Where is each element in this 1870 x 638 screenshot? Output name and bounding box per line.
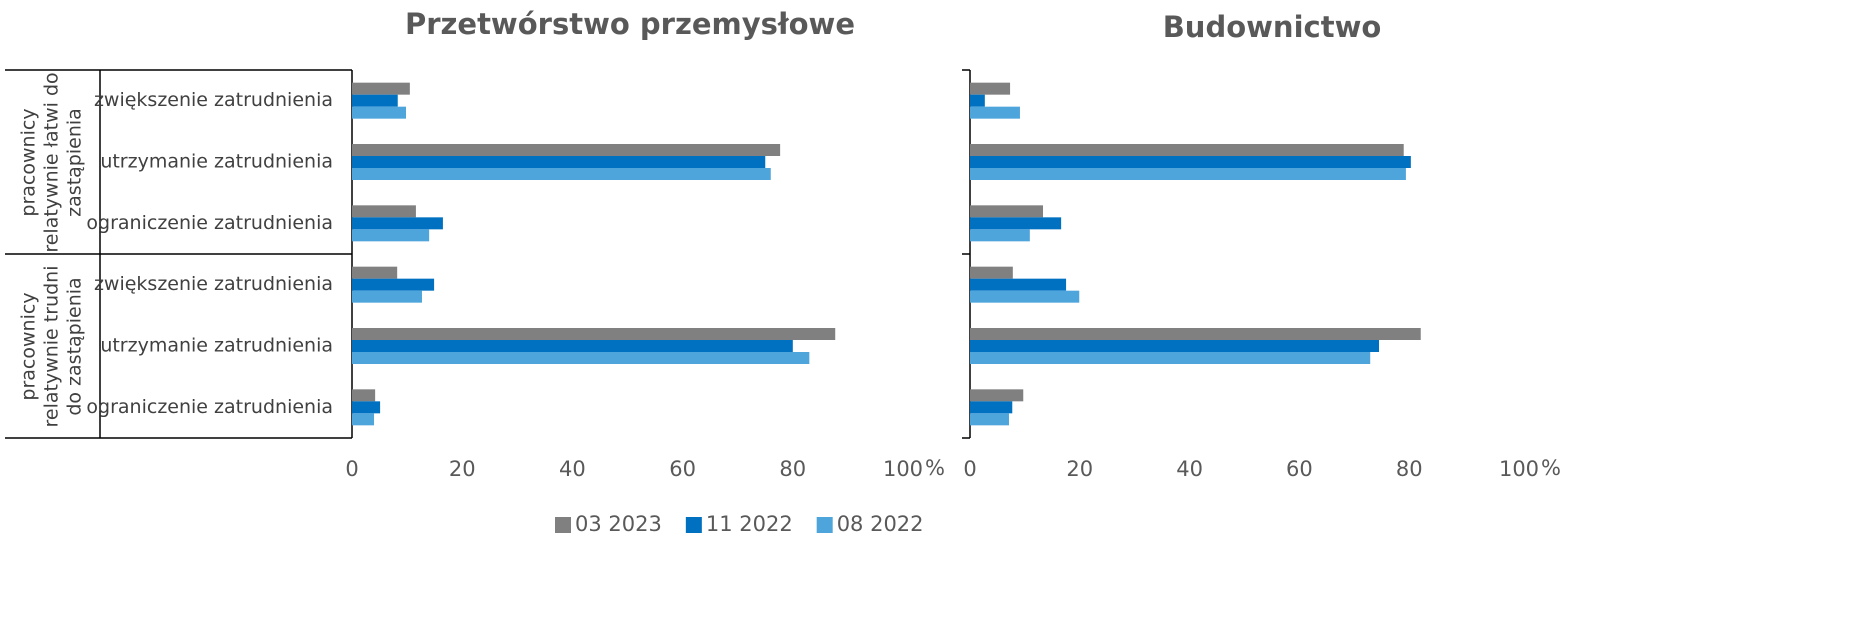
bar	[352, 278, 435, 291]
y-tick-label: zwiększenie zatrudnienia	[94, 273, 333, 295]
bar	[970, 401, 1013, 414]
bar	[352, 217, 443, 230]
x-tick-label: 80	[779, 457, 806, 481]
legend-swatch	[555, 517, 571, 533]
x-tick-label: 20	[449, 457, 476, 481]
x-tick-label: 0	[963, 457, 976, 481]
bar	[970, 340, 1380, 352]
x-tick-label: 100	[883, 457, 923, 481]
x-tick-label: 80	[1396, 457, 1423, 481]
bar	[352, 106, 406, 119]
bar	[352, 156, 766, 168]
bar	[352, 168, 771, 180]
bar	[970, 168, 1406, 180]
bar	[352, 82, 410, 95]
group-label: pracownicy relatywnie trudni do zastąpie…	[17, 265, 86, 427]
bar	[970, 94, 985, 107]
bar	[352, 266, 398, 279]
x-tick-label: 20	[1066, 457, 1093, 481]
bar	[970, 229, 1030, 242]
y-tick-label: ograniczenie zatrudnienia	[86, 212, 333, 234]
x-tick-label: 60	[1286, 457, 1313, 481]
x-tick-label: 100	[1499, 457, 1539, 481]
bar	[970, 413, 1009, 426]
bar	[352, 352, 810, 364]
legend-label: 11 2022	[706, 512, 793, 536]
bar	[352, 328, 836, 340]
bar	[970, 82, 1011, 95]
bar	[970, 156, 1411, 168]
bar	[970, 205, 1044, 218]
bar	[352, 144, 781, 156]
x-tick-label: 40	[1176, 457, 1203, 481]
x-axis-label: %	[1541, 456, 1561, 480]
bar	[352, 205, 416, 218]
x-axis-label: %	[925, 456, 945, 480]
bar	[352, 389, 376, 402]
bar	[352, 94, 398, 107]
bar	[970, 352, 1371, 364]
x-tick-label: 40	[559, 457, 586, 481]
y-tick-label: utrzymanie zatrudnienia	[100, 335, 333, 357]
bar	[970, 290, 1080, 303]
y-tick-label: utrzymanie zatrudnienia	[100, 151, 333, 173]
y-tick-label: ograniczenie zatrudnienia	[86, 396, 333, 418]
bar	[352, 229, 430, 242]
chart-title: Budownictwo	[1163, 10, 1382, 44]
bar	[970, 144, 1404, 156]
bar	[352, 401, 381, 414]
bar	[970, 328, 1421, 340]
chart-title: Przetwórstwo przemysłowe	[405, 7, 855, 41]
legend-swatch	[816, 517, 833, 533]
bar	[352, 413, 375, 426]
legend-label: 08 2022	[837, 512, 924, 536]
bar	[970, 106, 1020, 119]
bar	[970, 389, 1024, 402]
bar	[352, 340, 793, 352]
x-tick-label: 0	[345, 457, 358, 481]
legend-label: 03 2023	[575, 512, 662, 536]
group-label: pracownicy relatywnie łatwi do zastąpien…	[17, 71, 86, 253]
legend-swatch	[685, 517, 702, 533]
x-tick-label: 60	[669, 457, 696, 481]
y-tick-label: zwiększenie zatrudnienia	[94, 89, 333, 111]
bar	[970, 278, 1067, 291]
bar	[970, 217, 1062, 230]
bar	[970, 266, 1013, 279]
bar	[352, 290, 422, 303]
